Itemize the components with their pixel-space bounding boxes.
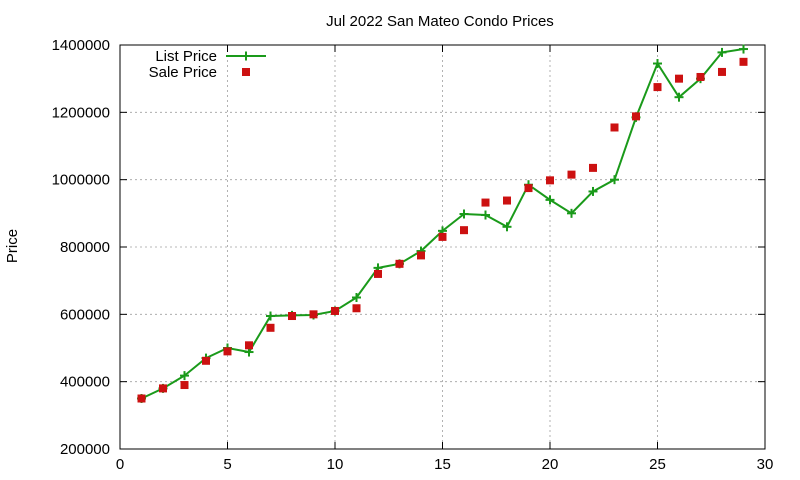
x-tick-label: 15 bbox=[434, 456, 451, 473]
y-tick-label: 1000000 bbox=[52, 172, 110, 189]
x-tick-label: 20 bbox=[542, 456, 559, 473]
sale-price-point bbox=[632, 112, 640, 121]
sale-price-point bbox=[524, 184, 533, 193]
y-tick-labels: 200000 400000 600000 800000 1000000 1200000 14… bbox=[52, 37, 110, 458]
y-tick-label: 1400000 bbox=[52, 37, 110, 54]
y-tick-label: 600000 bbox=[60, 306, 110, 323]
list-price-point bbox=[266, 311, 275, 321]
list-price-point bbox=[459, 209, 469, 219]
legend-plus-marker bbox=[241, 51, 251, 61]
sale-price-point bbox=[223, 347, 232, 356]
legend-symbol-list-price bbox=[226, 51, 266, 61]
list-price-point bbox=[481, 210, 490, 220]
sale-price-point bbox=[137, 394, 146, 403]
legend-label-list-price: List Price bbox=[155, 48, 217, 65]
x-tick-label: 25 bbox=[649, 456, 666, 473]
sale-price-point bbox=[481, 198, 490, 207]
list-price-point bbox=[717, 47, 727, 57]
list-price-point bbox=[502, 222, 512, 232]
legend-symbol-sale-price bbox=[242, 68, 250, 76]
y-axis-label: Price bbox=[4, 229, 21, 263]
list-price-point bbox=[588, 186, 598, 196]
sale-price-point bbox=[739, 57, 748, 66]
list-price-point bbox=[674, 92, 684, 102]
sale-price-point bbox=[395, 259, 404, 268]
y-tick-label: 400000 bbox=[60, 374, 110, 391]
chart-title: Jul 2022 San Mateo Condo Prices bbox=[326, 13, 554, 30]
sale-price-point bbox=[438, 232, 447, 241]
list-price-point bbox=[545, 195, 555, 205]
sale-price-point bbox=[546, 176, 554, 185]
list-price-point bbox=[739, 44, 748, 54]
x-tick-labels: 0 5 10 15 20 25 30 bbox=[116, 456, 774, 473]
x-tick-label: 30 bbox=[757, 456, 774, 473]
y-tick-label: 800000 bbox=[60, 239, 110, 256]
sale-price-point bbox=[309, 310, 318, 319]
legend-square-marker bbox=[242, 68, 250, 76]
x-tick-label: 10 bbox=[327, 456, 344, 473]
sale-price-point bbox=[718, 67, 726, 76]
sale-price-point bbox=[503, 196, 511, 205]
sale-price-point bbox=[417, 251, 425, 260]
sale-price-point bbox=[653, 83, 662, 92]
series-layer bbox=[137, 44, 748, 403]
sale-price-point bbox=[159, 384, 167, 393]
sale-price-point bbox=[567, 170, 576, 179]
sale-price-point bbox=[352, 304, 361, 313]
y-tick-label: 200000 bbox=[60, 441, 110, 458]
sale-price-point bbox=[460, 226, 468, 235]
list-price-point bbox=[567, 208, 576, 218]
sale-price-point bbox=[374, 269, 382, 278]
sale-price-point bbox=[610, 123, 619, 132]
sale-price-point bbox=[696, 72, 705, 81]
sale-price-point bbox=[266, 323, 275, 332]
sale-price-point bbox=[245, 341, 253, 350]
sale-price-point bbox=[288, 312, 296, 321]
list-price-point bbox=[180, 371, 189, 381]
sale-price-point bbox=[589, 163, 597, 172]
sale-price-point bbox=[202, 356, 210, 365]
sale-price-point bbox=[675, 74, 683, 83]
sale-price-point bbox=[331, 306, 339, 315]
x-tick-label: 0 bbox=[116, 456, 124, 473]
list-price-point bbox=[610, 175, 619, 185]
series-list-price bbox=[137, 44, 748, 403]
legend: List Price Sale Price bbox=[149, 48, 266, 81]
x-tick-label: 5 bbox=[223, 456, 231, 473]
legend-label-sale-price: Sale Price bbox=[149, 64, 217, 81]
sale-price-point bbox=[180, 381, 189, 390]
grid-lines bbox=[120, 45, 765, 449]
plot-frame bbox=[119, 44, 766, 450]
list-price-point bbox=[653, 59, 662, 69]
y-tick-label: 1200000 bbox=[52, 104, 110, 121]
list-price-point bbox=[352, 293, 361, 302]
series-sale-price bbox=[137, 57, 748, 403]
